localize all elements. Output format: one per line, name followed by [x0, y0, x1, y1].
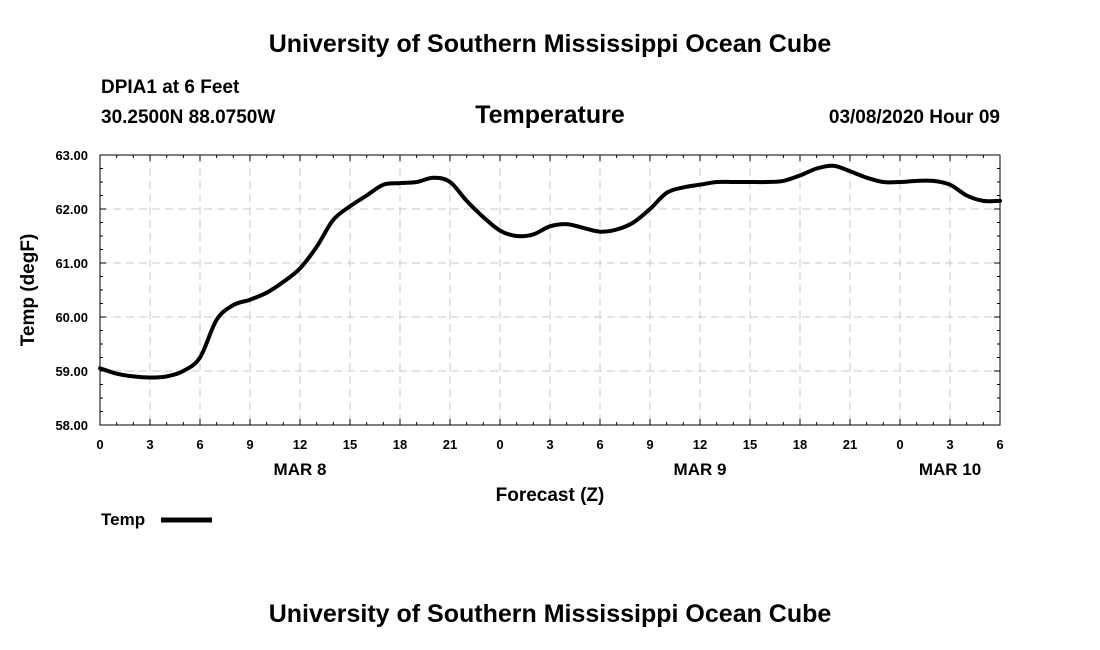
x-tick-label: 3: [946, 437, 953, 452]
y-tick-label: 58.00: [55, 418, 88, 433]
y-tick-label: 61.00: [55, 256, 88, 271]
x-tick-label: 0: [96, 437, 103, 452]
y-tick-label: 62.00: [55, 202, 88, 217]
y-tick-label: 63.00: [55, 148, 88, 163]
forecast-date: 03/08/2020 Hour 09: [828, 107, 1000, 128]
station-coordinates: 30.2500N 88.0750W: [101, 107, 276, 128]
temp-series-line: [98, 163, 1002, 380]
top-title: University of Southern Mississippi Ocean…: [268, 30, 832, 58]
day-label: MAR 8: [274, 460, 327, 479]
x-tick-label: 6: [196, 437, 203, 452]
y-tick-label: 59.00: [55, 364, 88, 379]
day-label: MAR 10: [919, 460, 981, 479]
x-tick-label: 12: [293, 437, 307, 452]
x-tick-label: 9: [646, 437, 653, 452]
x-tick-label: 21: [843, 437, 857, 452]
y-tick-label: 60.00: [55, 310, 88, 325]
bottom-title: University of Southern Mississippi Ocean…: [268, 600, 832, 628]
x-tick-label: 3: [546, 437, 553, 452]
x-tick-label: 12: [693, 437, 707, 452]
x-tick-label: 15: [343, 437, 357, 452]
x-tick-label: 0: [896, 437, 903, 452]
x-tick-label: 3: [146, 437, 153, 452]
grid-lines: [100, 155, 1000, 425]
plot-frame: [99, 154, 1001, 426]
x-tick-label: 0: [496, 437, 503, 452]
x-tick-label: 6: [996, 437, 1003, 452]
x-tick-label: 21: [443, 437, 457, 452]
x-tick-label: 6: [596, 437, 603, 452]
day-label: MAR 9: [674, 460, 727, 479]
y-axis-label: Temp (degF): [18, 234, 39, 347]
x-axis-label: Forecast (Z): [496, 485, 605, 506]
y-axis-ticks: 58.00 59.00 60.00 61.00 62.00 63.00: [55, 148, 1000, 433]
station-name: DPIA1 at 6 Feet: [101, 77, 240, 98]
chart-title: Temperature: [475, 101, 625, 129]
x-tick-label: 15: [743, 437, 757, 452]
x-tick-label: 18: [393, 437, 407, 452]
x-tick-label: 9: [246, 437, 253, 452]
day-labels: MAR 8 MAR 9 MAR 10: [274, 460, 982, 479]
x-tick-label: 18: [793, 437, 807, 452]
legend-label: Temp: [101, 510, 145, 529]
